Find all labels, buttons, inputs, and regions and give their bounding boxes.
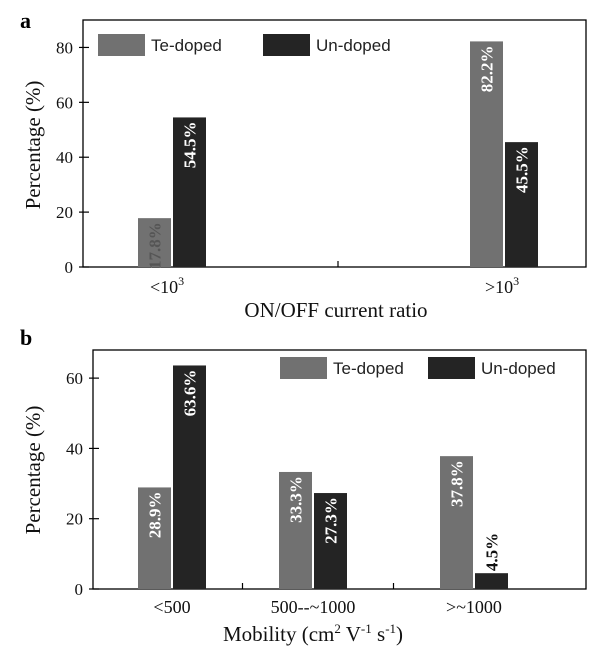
bar — [138, 487, 171, 589]
y-tick-label: 60 — [66, 369, 83, 388]
panel-b-y-ticks: 0 20 40 60 — [66, 369, 395, 599]
bar-value-label: 37.8% — [448, 460, 467, 507]
bar — [279, 471, 312, 589]
legend-label: Te-doped — [333, 359, 404, 378]
y-tick-label: 80 — [56, 38, 73, 57]
legend-label: Un-doped — [316, 36, 391, 55]
panel-a-chart: 0 20 40 60 80 17.8% 54.5% 82.2% 45.5% Te-doped U… — [21, 19, 587, 322]
panel-a-x-axis-title: ON/OFF current ratio — [244, 298, 427, 322]
panel-a-category-label: >103 — [485, 274, 519, 297]
panel-b-category-labels: <500 500--~1000 >~1000 — [153, 597, 502, 617]
category-label: 500--~1000 — [271, 597, 356, 617]
bar-value-label: 28.9% — [146, 492, 165, 539]
y-tick-label: 60 — [56, 93, 73, 112]
panel-b-letter: b — [20, 325, 32, 350]
category-label: >~1000 — [446, 597, 502, 617]
panel-b-y-axis-title: Percentage (%) — [21, 406, 45, 535]
y-tick-label: 20 — [66, 510, 83, 529]
legend-swatch — [263, 34, 310, 56]
panel-a-y-axis-title: Percentage (%) — [21, 81, 45, 210]
bar-value-label: 45.5% — [513, 146, 532, 193]
category-label: <500 — [153, 597, 190, 617]
bar — [173, 117, 206, 267]
panel-a-bars: 17.8% 54.5% 82.2% 45.5% — [138, 41, 538, 269]
panel-a-y-ticks: 0 20 40 60 80 — [56, 38, 339, 277]
legend-swatch — [428, 357, 475, 379]
legend-swatch — [280, 357, 327, 379]
bar-value-label: 54.5% — [181, 122, 200, 169]
panel-b-x-axis-title: Mobility (cm2 V-1 s-1) — [223, 621, 403, 646]
bar-value-label: 33.3% — [287, 476, 306, 523]
y-tick-label: 20 — [56, 203, 73, 222]
panel-a-category-label: <103 — [150, 274, 184, 297]
bar — [138, 218, 171, 267]
panel-b-chart: 0 20 40 60 28.9% 63.6% 33.3% 27.3% 37.8% 4.5% Te… — [21, 349, 587, 646]
bar-value-label: 63.6% — [181, 370, 200, 417]
bar-value-label: 4.5% — [483, 533, 502, 571]
panel-b-bars: 28.9% 63.6% 33.3% 27.3% 37.8% 4.5% — [138, 365, 508, 589]
bar — [505, 142, 538, 267]
bar — [314, 493, 347, 589]
legend-label: Un-doped — [481, 359, 556, 378]
bar-value-label: 27.3% — [322, 497, 341, 544]
y-tick-label: 40 — [66, 439, 83, 458]
panel-a-legend: Te-doped Un-doped — [98, 34, 391, 56]
panel-a-frame — [82, 19, 587, 268]
bar-value-label: 17.8% — [146, 222, 165, 269]
bar — [470, 41, 503, 268]
legend-swatch — [98, 34, 145, 56]
y-tick-label: 40 — [56, 148, 73, 167]
panel-a-letter: a — [20, 8, 31, 33]
bar — [440, 456, 473, 589]
legend-label: Te-doped — [151, 36, 222, 55]
y-tick-label: 0 — [75, 580, 84, 599]
y-tick-label: 0 — [65, 258, 74, 277]
panel-b-legend: Te-doped Un-doped — [280, 357, 556, 379]
bar — [475, 573, 508, 589]
bar-value-label: 82.2% — [478, 46, 497, 93]
bar — [173, 365, 206, 589]
